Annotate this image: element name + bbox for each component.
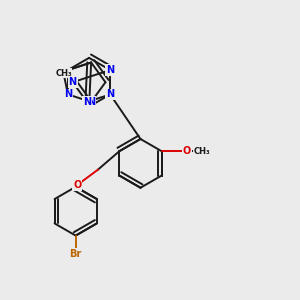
Text: N: N (106, 89, 114, 99)
Text: N: N (87, 97, 95, 107)
Text: CH₃: CH₃ (194, 147, 211, 156)
Text: N: N (64, 89, 72, 99)
Text: N: N (69, 77, 77, 87)
Text: CH₃: CH₃ (55, 68, 72, 77)
Text: N: N (106, 65, 114, 75)
Text: O: O (73, 180, 81, 190)
Text: O: O (183, 146, 191, 156)
Text: N: N (83, 97, 91, 107)
Text: Br: Br (70, 249, 82, 259)
